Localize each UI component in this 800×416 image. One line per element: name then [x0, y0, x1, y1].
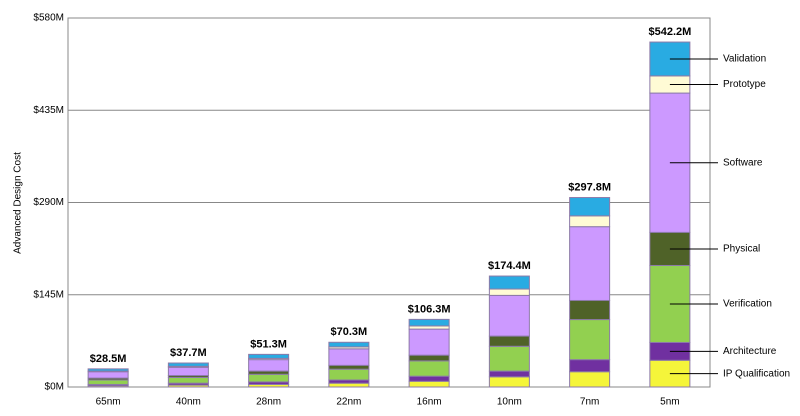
bar-segment: [328, 368, 370, 381]
bar-segment: [569, 299, 611, 321]
bar-segment: [167, 362, 209, 367]
bar-segment: [569, 226, 611, 301]
bar-segment: [328, 341, 370, 348]
bar-segment: [248, 353, 290, 359]
bar-segment: [328, 382, 370, 388]
legend-label: Software: [723, 157, 763, 168]
bar-segment: [87, 379, 129, 385]
bar-segment: [569, 215, 611, 228]
y-tick-label: $435M: [33, 105, 64, 116]
legend-label: Prototype: [723, 79, 766, 90]
bar-segment: [328, 348, 370, 366]
bar-segment: [408, 328, 450, 356]
bar-segment: [408, 380, 450, 388]
y-tick-label: $290M: [33, 197, 64, 208]
legend-label: Physical: [723, 244, 760, 255]
total-label: $297.8M: [568, 181, 611, 193]
bar-segment: [488, 335, 530, 347]
bar-segment: [87, 368, 129, 372]
bar-segment: [488, 345, 530, 372]
total-label: $70.3M: [331, 326, 368, 338]
x-tick-label: 16nm: [417, 397, 442, 408]
legend-label: Validation: [723, 54, 766, 65]
x-tick-label: 65nm: [96, 397, 121, 408]
bar-segment: [408, 360, 450, 377]
total-label: $106.3M: [408, 303, 451, 315]
bar-segment: [408, 318, 450, 327]
plot-border: [67, 17, 711, 388]
y-tick-label: $145M: [33, 289, 64, 300]
bar-segment: [167, 376, 209, 384]
x-tick-label: 22nm: [336, 397, 361, 408]
y-tick-label: $580M: [33, 13, 64, 24]
bar-segment: [488, 288, 530, 296]
legend-label: Verification: [723, 299, 772, 310]
total-label: $542.2M: [648, 26, 691, 38]
bar-segment: [408, 354, 450, 362]
bar-segment: [87, 371, 129, 379]
x-tick-label: 10nm: [497, 397, 522, 408]
bar-segment: [488, 275, 530, 290]
total-label: $28.5M: [90, 353, 127, 365]
legend-label: IP Qualification: [723, 368, 790, 379]
total-label: $37.7M: [170, 347, 207, 359]
bar-segment: [488, 370, 530, 378]
bar-segment: [167, 366, 209, 377]
bar-segment: [248, 373, 290, 383]
bar-segment: [408, 375, 450, 382]
total-label: $51.3M: [250, 338, 287, 350]
y-tick-label: $0M: [45, 382, 64, 393]
x-tick-label: 28nm: [256, 397, 281, 408]
bar-segment: [569, 359, 611, 373]
bar-segment: [248, 359, 290, 372]
x-tick-label: 7nm: [580, 397, 599, 408]
legend-label: Architecture: [723, 346, 777, 357]
y-axis-label: Advanced Design Cost: [13, 152, 24, 254]
bar-segment: [328, 364, 370, 370]
bar-segment: [569, 371, 611, 388]
x-tick-label: 5nm: [660, 397, 679, 408]
total-label: $174.4M: [488, 260, 531, 272]
x-tick-label: 40nm: [176, 397, 201, 408]
bar-segment: [569, 319, 611, 361]
bar-segment: [569, 197, 611, 217]
bar-segment: [488, 376, 530, 388]
bar-segment: [488, 294, 530, 337]
